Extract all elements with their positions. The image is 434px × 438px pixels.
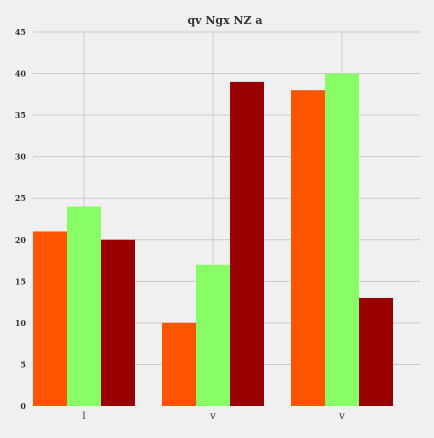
- bar-series-3-category-1: [101, 239, 135, 406]
- y-tick-label: 20: [15, 235, 27, 245]
- y-tick-label: 40: [15, 69, 27, 79]
- bar-series-2-category-2: [196, 264, 230, 406]
- bar-series-3-category-3: [359, 297, 393, 406]
- y-tick-label: 0: [20, 401, 26, 411]
- y-tick-label: 30: [15, 152, 27, 162]
- chart-title: qv Ngx NZ a: [187, 14, 262, 27]
- bar-series-1-category-3: [291, 90, 325, 406]
- x-tick-label: v: [209, 411, 216, 422]
- y-tick-label: 35: [15, 110, 26, 120]
- x-tick-label: v: [338, 411, 345, 422]
- bars: [33, 73, 393, 407]
- bar-series-2-category-3: [325, 73, 359, 407]
- y-tick-label: 25: [15, 193, 26, 203]
- bar-series-3-category-2: [230, 81, 264, 406]
- y-axis-ticks: 0 5 10 15 20 25 30 35 40 45: [15, 27, 27, 411]
- y-tick-label: 10: [15, 318, 27, 328]
- bar-series-2-category-1: [67, 206, 101, 406]
- y-tick-label: 45: [15, 27, 26, 37]
- y-tick-label: 5: [20, 359, 26, 369]
- x-tick-label: l: [82, 411, 85, 422]
- bar-series-1-category-1: [33, 231, 67, 406]
- y-tick-label: 15: [15, 276, 26, 286]
- bar-series-1-category-2: [162, 322, 196, 406]
